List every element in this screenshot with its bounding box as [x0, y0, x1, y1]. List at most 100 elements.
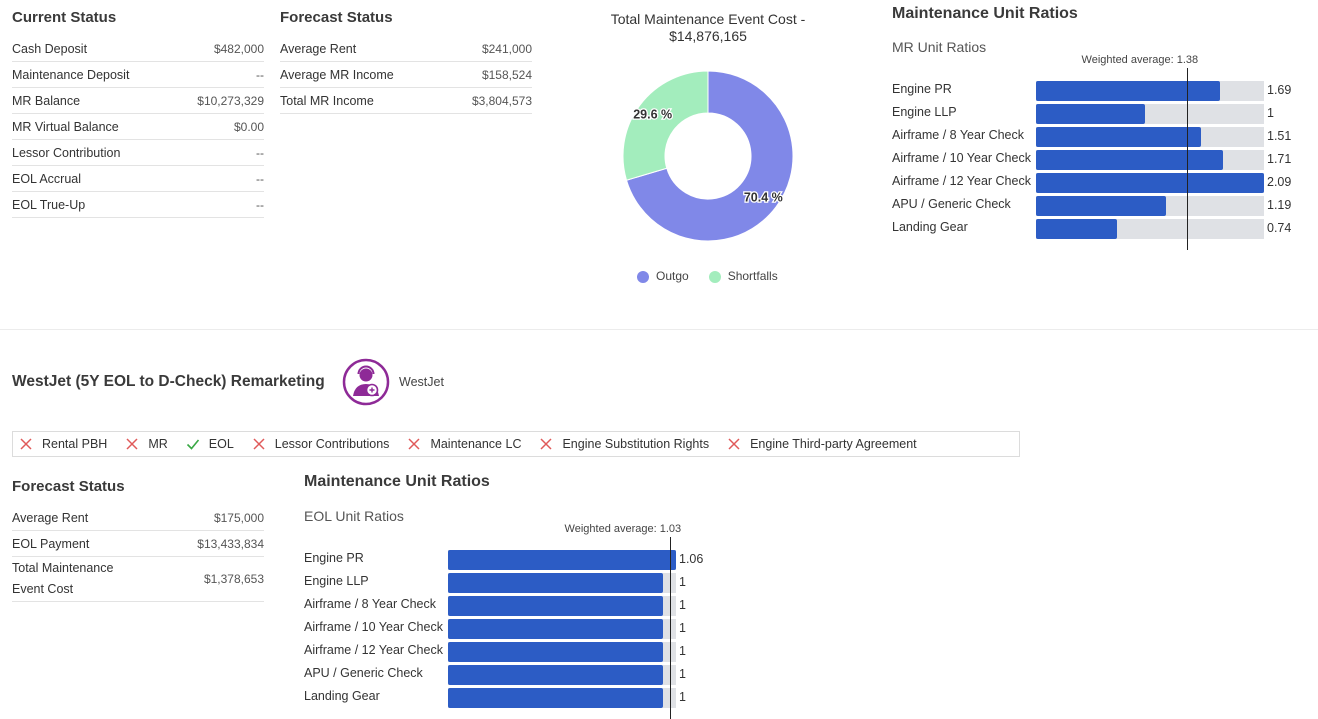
- ratio-bar-track: [1036, 81, 1264, 101]
- weighted-average-label: Weighted average: 1.03: [564, 523, 682, 535]
- kv-row: Total Maintenance Event Cost $1,378,653: [12, 557, 264, 602]
- flag-item: Maintenance LC: [407, 437, 521, 451]
- ratio-value: 1.06: [679, 552, 704, 566]
- mur-bottom-title: Maintenance Unit Ratios: [304, 473, 490, 490]
- ratio-row: APU / Generic Check 1: [304, 665, 724, 685]
- legend-item-outgo[interactable]: Outgo: [637, 269, 689, 283]
- ratio-bar-track: [1036, 196, 1264, 216]
- ratio-bar[interactable]: [1036, 173, 1264, 193]
- current-status-table: Cash Deposit $482,000 Maintenance Deposit -…: [12, 36, 264, 218]
- ratio-bar[interactable]: [448, 573, 664, 593]
- weighted-average-line: [669, 537, 671, 719]
- ratio-bar[interactable]: [448, 688, 664, 708]
- ratio-row: Airframe / 10 Year Check 1: [304, 619, 724, 639]
- legend-dot-icon: [708, 270, 721, 283]
- flag-item: EOL: [186, 437, 234, 451]
- donut-data-label: 70.4 %: [744, 190, 783, 204]
- cross-icon: [19, 437, 33, 451]
- ratio-bar-track: [448, 642, 676, 662]
- cross-icon: [252, 437, 266, 451]
- ratio-label: Engine PR: [892, 82, 952, 96]
- donut-chart-title: Total Maintenance Event Cost - $14,876,1…: [588, 11, 828, 45]
- kv-value: --: [256, 197, 264, 212]
- forecast-status-bottom-table: Average Rent $175,000 EOL Payment $13,433,8…: [12, 505, 264, 602]
- legend-item-shortfalls[interactable]: Shortfalls: [708, 269, 778, 283]
- ratio-bar[interactable]: [1036, 81, 1221, 101]
- forecast-status-bottom-title: Forecast Status: [12, 478, 125, 495]
- flag-label: MR: [148, 437, 168, 451]
- cross-icon: [125, 437, 139, 451]
- ratio-bar-track: [448, 550, 676, 570]
- flag-item: Engine Substitution Rights: [539, 437, 709, 451]
- contract-flags: Rental PBH MR EOL Lessor Contributions Maint…: [12, 431, 1020, 457]
- ratio-row: Engine PR 1.06: [304, 550, 724, 570]
- ratio-label: Engine LLP: [304, 574, 369, 588]
- kv-label: MR Virtual Balance: [12, 119, 119, 134]
- kv-label: MR Balance: [12, 93, 81, 108]
- kv-row: Average Rent $241,000: [280, 36, 532, 62]
- donut-slice-shortfalls[interactable]: [622, 70, 709, 181]
- kv-value: $1,378,653: [203, 572, 264, 586]
- donut-slice-outgo[interactable]: [625, 70, 794, 242]
- ratio-label: APU / Generic Check: [892, 197, 1011, 211]
- kv-label: Average Rent: [280, 41, 357, 56]
- ratio-label: Airframe / 12 Year Check: [304, 643, 443, 657]
- ratio-value: 1: [679, 575, 686, 589]
- ratio-bar[interactable]: [448, 596, 664, 616]
- legend-label: Outgo: [656, 269, 689, 283]
- ratio-bar[interactable]: [1036, 127, 1201, 147]
- ratio-bar[interactable]: [1036, 219, 1117, 239]
- kv-value: $175,000: [213, 510, 264, 525]
- legend-label: Shortfalls: [727, 269, 778, 283]
- mur-top-title: Maintenance Unit Ratios: [892, 5, 1078, 22]
- donut-legend: Outgo Shortfalls: [637, 267, 798, 285]
- flag-item: MR: [125, 437, 168, 451]
- flag-label: Rental PBH: [42, 437, 108, 451]
- ratio-bar[interactable]: [448, 642, 664, 662]
- ratio-row: Airframe / 8 Year Check 1: [304, 596, 724, 616]
- flag-label: Maintenance LC: [430, 437, 522, 451]
- kv-label: EOL Payment: [12, 536, 90, 551]
- ratio-bar-track: [448, 619, 676, 639]
- kv-row: Average MR Income $158,524: [280, 62, 532, 88]
- ratio-value: 1.51: [1267, 129, 1292, 143]
- ratio-value: 1: [679, 667, 686, 681]
- airline-name: WestJet: [399, 375, 444, 389]
- ratio-bar[interactable]: [448, 550, 676, 570]
- kv-label: Lessor Contribution: [12, 145, 121, 160]
- ratio-row: Engine PR 1.69: [892, 81, 1312, 101]
- kv-row: Maintenance Deposit --: [12, 62, 264, 88]
- ratio-bar[interactable]: [1036, 196, 1166, 216]
- ratio-row: Landing Gear 0.74: [892, 219, 1312, 239]
- kv-value: $10,273,329: [197, 93, 264, 108]
- ratio-bar[interactable]: [448, 665, 664, 685]
- kv-row: MR Virtual Balance $0.00: [12, 114, 264, 140]
- kv-label: EOL Accrual: [12, 171, 82, 186]
- ratio-bar[interactable]: [1036, 104, 1146, 124]
- airline-logo-icon: [342, 358, 390, 406]
- ratio-row: Airframe / 12 Year Check 2.09: [892, 173, 1312, 193]
- kv-label-line: Total Maintenance: [12, 561, 114, 575]
- mur-top-subtitle: MR Unit Ratios: [892, 39, 987, 55]
- flag-label: Engine Substitution Rights: [562, 437, 710, 451]
- mur-bottom-chart: Weighted average: 1.03 Engine PR 1.06 Engin…: [304, 523, 724, 719]
- ratio-bar[interactable]: [448, 619, 664, 639]
- kv-value: $482,000: [213, 41, 264, 56]
- ratio-bar-track: [448, 665, 676, 685]
- ratio-value: 1.69: [1267, 83, 1292, 97]
- ratio-row: Engine LLP 1: [892, 104, 1312, 124]
- ratio-label: Airframe / 12 Year Check: [892, 174, 1031, 188]
- ratio-value: 1: [679, 621, 686, 635]
- kv-value: $158,524: [481, 67, 532, 82]
- kv-value: $3,804,573: [471, 93, 532, 108]
- ratio-row: Landing Gear 1: [304, 688, 724, 708]
- ratio-row: Engine LLP 1: [304, 573, 724, 593]
- ratio-row: Airframe / 8 Year Check 1.51: [892, 127, 1312, 147]
- ratio-bar[interactable]: [1036, 150, 1223, 170]
- ratio-value: 1: [1267, 106, 1274, 120]
- kv-value: --: [256, 145, 264, 160]
- remarketing-title: WestJet (5Y EOL to D-Check) Remarketing: [12, 373, 325, 390]
- cross-icon: [539, 437, 553, 451]
- donut-chart: 70.4 % 29.6 %: [622, 70, 794, 242]
- kv-row: Total MR Income $3,804,573: [280, 88, 532, 114]
